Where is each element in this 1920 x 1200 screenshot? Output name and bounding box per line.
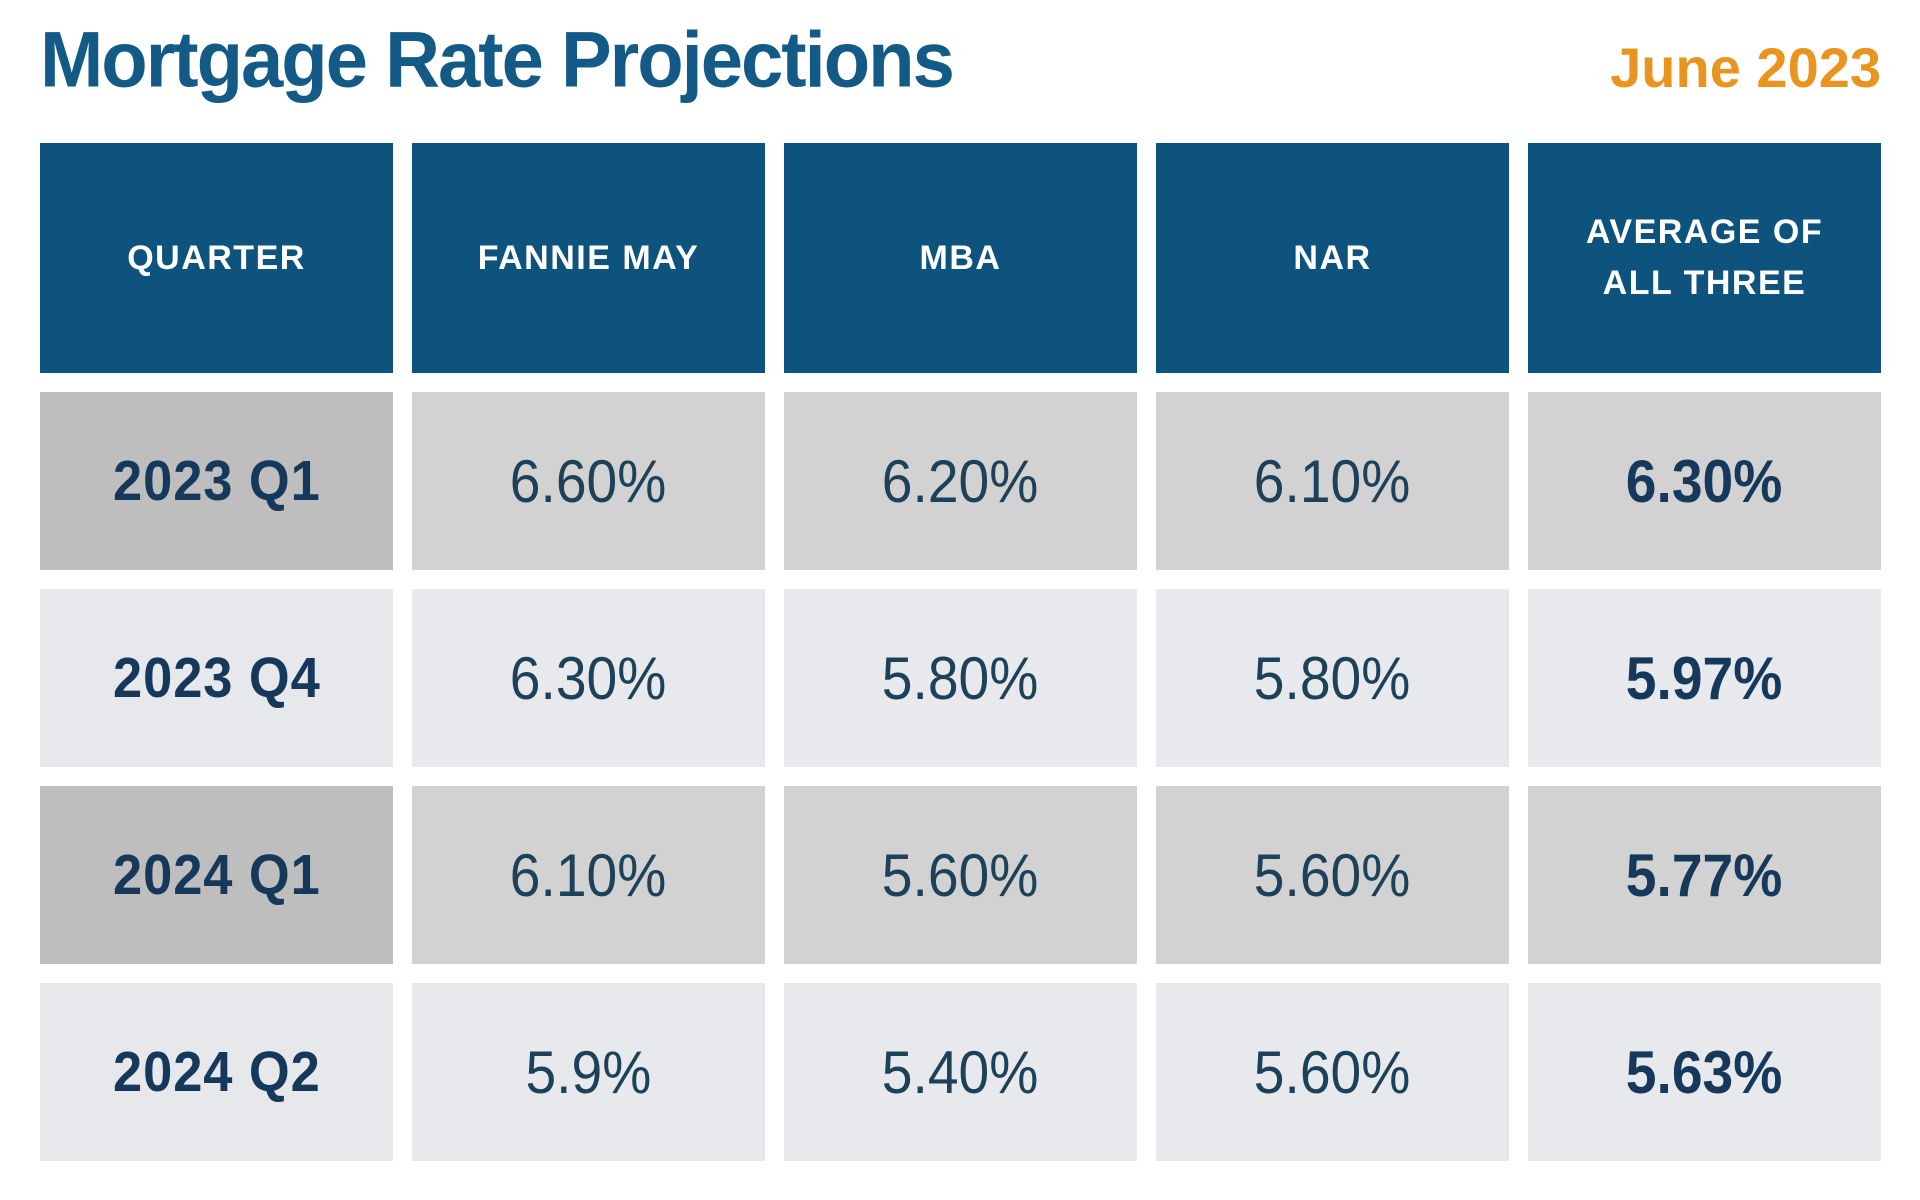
row-label: 2024 Q1 bbox=[40, 786, 393, 964]
rate-value: 6.30% bbox=[412, 589, 765, 767]
rates-table: QUARTER FANNIE MAY MBA NAR AVERAGE OF AL… bbox=[40, 143, 1881, 1161]
rate-value: 5.80% bbox=[1156, 589, 1509, 767]
rate-value: 6.20% bbox=[784, 392, 1137, 570]
rate-value: 6.60% bbox=[412, 392, 765, 570]
column-header-fannie-may: FANNIE MAY bbox=[412, 143, 765, 373]
rate-value: 5.40% bbox=[784, 983, 1137, 1161]
rate-value: 5.60% bbox=[1156, 983, 1509, 1161]
row-label: 2024 Q2 bbox=[40, 983, 393, 1161]
average-value: 5.97% bbox=[1528, 589, 1881, 767]
rate-value: 5.60% bbox=[1156, 786, 1509, 964]
rate-value: 5.60% bbox=[784, 786, 1137, 964]
date-label: June 2023 bbox=[1610, 36, 1881, 99]
average-value: 6.30% bbox=[1528, 392, 1881, 570]
rate-value: 6.10% bbox=[1156, 392, 1509, 570]
average-value: 5.77% bbox=[1528, 786, 1881, 964]
page-title: Mortgage Rate Projections bbox=[40, 15, 955, 104]
column-header-average: AVERAGE OF ALL THREE bbox=[1528, 143, 1881, 373]
rate-value: 5.80% bbox=[784, 589, 1137, 767]
column-header-nar: NAR bbox=[1156, 143, 1509, 373]
rate-value: 5.9% bbox=[412, 983, 765, 1161]
column-header-quarter: QUARTER bbox=[40, 143, 393, 373]
rate-value: 6.10% bbox=[412, 786, 765, 964]
column-header-mba: MBA bbox=[784, 143, 1137, 373]
average-value: 5.63% bbox=[1528, 983, 1881, 1161]
row-label: 2023 Q1 bbox=[40, 392, 393, 570]
title-bar: Mortgage Rate Projections June 2023 bbox=[40, 15, 1881, 105]
row-label: 2023 Q4 bbox=[40, 589, 393, 767]
